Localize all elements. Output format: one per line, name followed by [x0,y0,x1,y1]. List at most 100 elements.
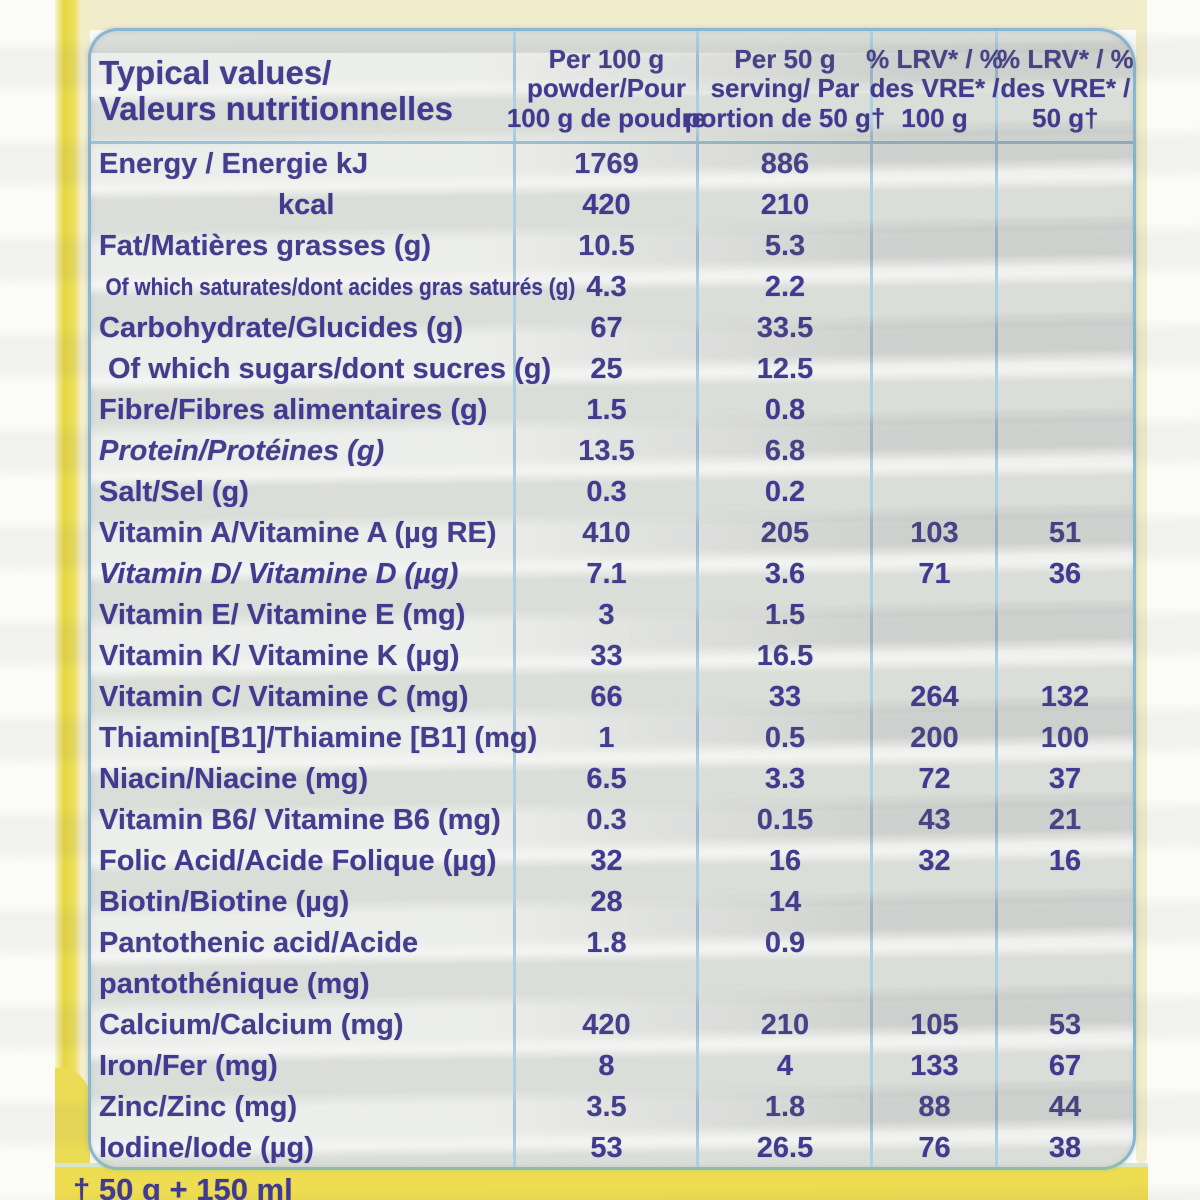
table-row: Salt/Sel (g) 0.3 0.2 [91,472,1133,513]
row-label: Vitamin E/ Vitamine E (mg) [99,599,466,631]
row-label: Pantothenic acid/Acide [99,927,419,959]
value-per-100g: 33 [590,640,623,672]
table-row: Folic Acid/Acide Folique (µg) 32 16 32 16 [91,841,1133,882]
value-lrv-100g: 200 [910,722,959,754]
value-per-50g: 3.6 [764,558,806,590]
value-per-50g: 0.5 [764,722,806,754]
value-per-50g: 1.5 [764,599,806,631]
value-lrv-50g: 44 [1048,1091,1082,1123]
value-lrv-50g: 53 [1048,1009,1082,1041]
value-per-50g: 0.8 [764,394,806,426]
table-row: Biotin/Biotine (µg) 28 14 [91,882,1133,923]
table-row: Iron/Fer (mg) 8 4 133 67 [91,1046,1133,1087]
table-header: Typical values/ Valeurs nutritionnelles … [91,31,1133,141]
value-per-50g: 2.2 [764,271,806,303]
value-per-50g: 12.5 [756,353,814,385]
row-label: Calcium/Calcium (mg) [99,1009,404,1041]
value-per-50g: 210 [760,189,810,221]
row-label: Niacin/Niacine (mg) [99,763,369,795]
row-label: Fat/Matières grasses (g) [99,230,432,262]
table-row: Vitamin D/ Vitamine D (µg) 7.1 3.6 71 36 [91,554,1133,595]
row-label: Vitamin K/ Vitamine K (µg) [99,640,460,672]
value-per-50g: 33.5 [756,312,814,344]
row-label: Vitamin B6/ Vitamine B6 (mg) [99,804,501,836]
row-label: Vitamin A/Vitamine A (µg RE) [99,517,497,549]
column-header-line: 100 g de poudre [506,102,707,133]
label-cream-edge-right [1136,0,1147,1163]
value-per-50g: 26.5 [756,1132,814,1164]
column-divider [696,31,699,1167]
table-row: Carbohydrate/Glucides (g) 67 33.5 [91,308,1133,349]
column-header-lrv-50g: % LRV* / % des VRE* / 50 g† [997,31,1133,141]
value-per-100g: 3 [598,599,615,631]
value-per-100g: 32 [590,845,623,877]
row-label: Thiamin[B1]/Thiamine [B1] (mg) [99,722,538,754]
table-row: Vitamin A/Vitamine A (µg RE) 410 205 103 51 [91,513,1133,554]
row-label: Fibre/Fibres alimentaires (g) [99,394,488,426]
row-label: Vitamin C/ Vitamine C (mg) [99,681,469,713]
value-per-100g: 410 [582,517,631,549]
value-lrv-100g: 264 [910,681,959,713]
column-header-line: serving/ Par [710,73,860,103]
value-per-50g: 0.9 [764,927,806,959]
value-lrv-100g: 32 [918,845,951,877]
label-yellow-strip-left [55,0,81,1200]
column-header-line: % LRV* / % [866,43,1003,74]
value-per-100g: 67 [590,312,623,344]
row-label: Protein/Protéines (g) [99,435,385,467]
value-per-100g: 1769 [574,148,639,180]
value-lrv-100g: 76 [918,1132,951,1164]
row-label: Salt/Sel (g) [99,476,249,508]
nutrition-table: Typical values/ Valeurs nutritionnelles … [88,28,1136,1170]
table-title: Typical values/ Valeurs nutritionnelles [91,31,515,141]
table-row: Thiamin[B1]/Thiamine [B1] (mg) 1 0.5 200 100 [91,718,1133,759]
value-lrv-50g: 100 [1040,722,1090,754]
row-label: Biotin/Biotine (µg) [99,886,350,918]
value-per-100g: 0.3 [586,804,627,836]
value-lrv-50g: 37 [1048,763,1082,795]
column-header-line: 100 g [901,102,968,133]
column-header-line: des VRE* / [869,73,1000,103]
row-label: kcal [278,189,335,221]
value-per-100g: 7.1 [586,558,627,590]
value-per-50g: 205 [760,517,810,549]
value-per-100g: 3.5 [586,1091,627,1123]
row-label: Folic Acid/Acide Folique (µg) [99,845,497,877]
table-row: Iodine/Iode (µg) 53 26.5 76 38 [91,1128,1133,1167]
value-lrv-100g: 71 [918,558,951,590]
table-row: Calcium/Calcium (mg) 420 210 105 53 [91,1005,1133,1046]
table-row: Energy / Energie kJ 1769 886 [91,144,1133,185]
value-per-100g: 0.3 [586,476,627,508]
value-per-50g: 4 [776,1050,794,1082]
row-label: Iodine/Iode (µg) [99,1132,314,1164]
value-per-50g: 3.3 [764,763,806,795]
column-divider [995,31,998,1167]
serving-footnote: † 50 g + 150 ml [73,1172,293,1200]
value-lrv-50g: 132 [1040,681,1090,713]
value-per-100g: 4.3 [586,271,627,303]
value-lrv-100g: 105 [910,1009,959,1041]
table-row: kcal 420 210 [91,185,1133,226]
table-row: Vitamin K/ Vitamine K (µg) 33 16.5 [91,636,1133,677]
column-header-line: Per 100 g [548,43,665,74]
column-header-lrv-100g: % LRV* / % des VRE* / 100 g [866,31,1003,141]
table-row: Vitamin C/ Vitamine C (mg) 66 33 264 132 [91,677,1133,718]
value-lrv-100g: 88 [918,1091,951,1123]
row-label: Zinc/Zinc (mg) [99,1091,298,1123]
value-per-50g: 1.8 [764,1091,806,1123]
value-per-100g: 420 [582,189,631,221]
column-header-line: powder/Pour [527,73,686,103]
column-header-line: portion de 50 g† [684,102,886,133]
column-divider [870,31,873,1167]
table-row: Fibre/Fibres alimentaires (g) 1.5 0.8 [91,390,1133,431]
nutrition-rows: Energy / Energie kJ 1769 886 kcal 420 210 Fat/… [91,144,1133,1167]
value-per-100g: 8 [598,1050,615,1082]
label-cream-edge-top [81,0,1143,30]
value-per-100g: 10.5 [578,230,635,262]
table-row: Pantothenic acid/Acide 1.8 0.9 [91,923,1133,964]
value-per-50g: 33 [768,681,802,713]
table-row: Of which saturates/dont acides gras satu… [91,267,1133,308]
row-label: Iron/Fer (mg) [99,1050,278,1082]
column-header-line: Per 50 g [734,43,836,74]
